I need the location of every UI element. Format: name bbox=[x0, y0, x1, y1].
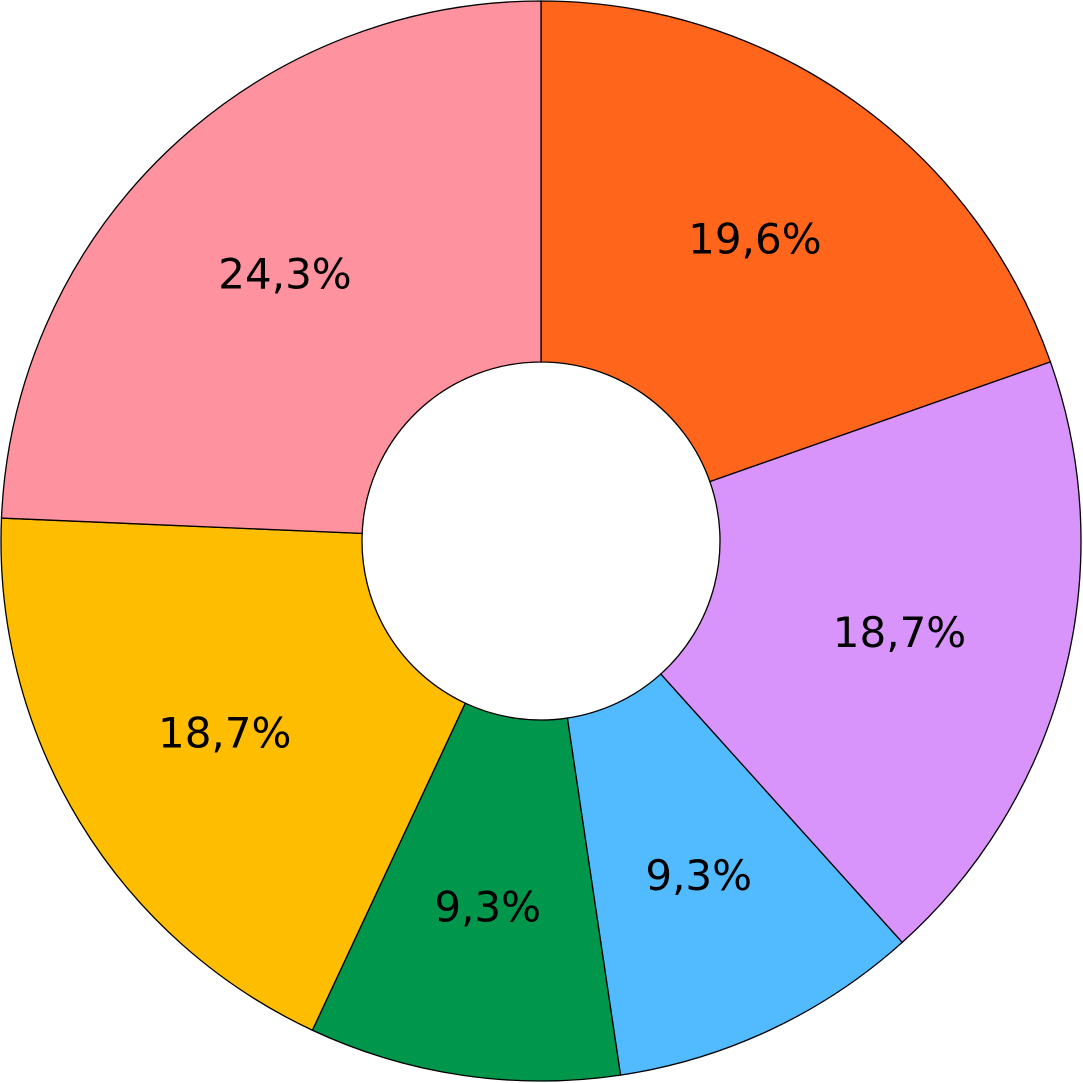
slice-label-4: 9,3% bbox=[434, 883, 541, 932]
donut-slice-3 bbox=[566, 673, 904, 1076]
labels-group: 19,6% 18,7% 9,3% 9,3% 18,7% 24,3% bbox=[158, 215, 966, 932]
slice-label-2: 18,7% bbox=[833, 608, 966, 657]
donut-slice-1 bbox=[540, 0, 1052, 483]
donut-slice-4 bbox=[311, 702, 622, 1082]
donut-slice-5 bbox=[0, 517, 467, 1032]
donut-slice-6 bbox=[0, 0, 542, 535]
donut-slice-2 bbox=[659, 361, 1082, 944]
slice-label-6: 24,3% bbox=[218, 249, 351, 298]
slice-label-3: 9,3% bbox=[645, 851, 752, 900]
slice-label-1: 19,6% bbox=[688, 215, 821, 264]
slice-label-5: 18,7% bbox=[158, 709, 291, 758]
